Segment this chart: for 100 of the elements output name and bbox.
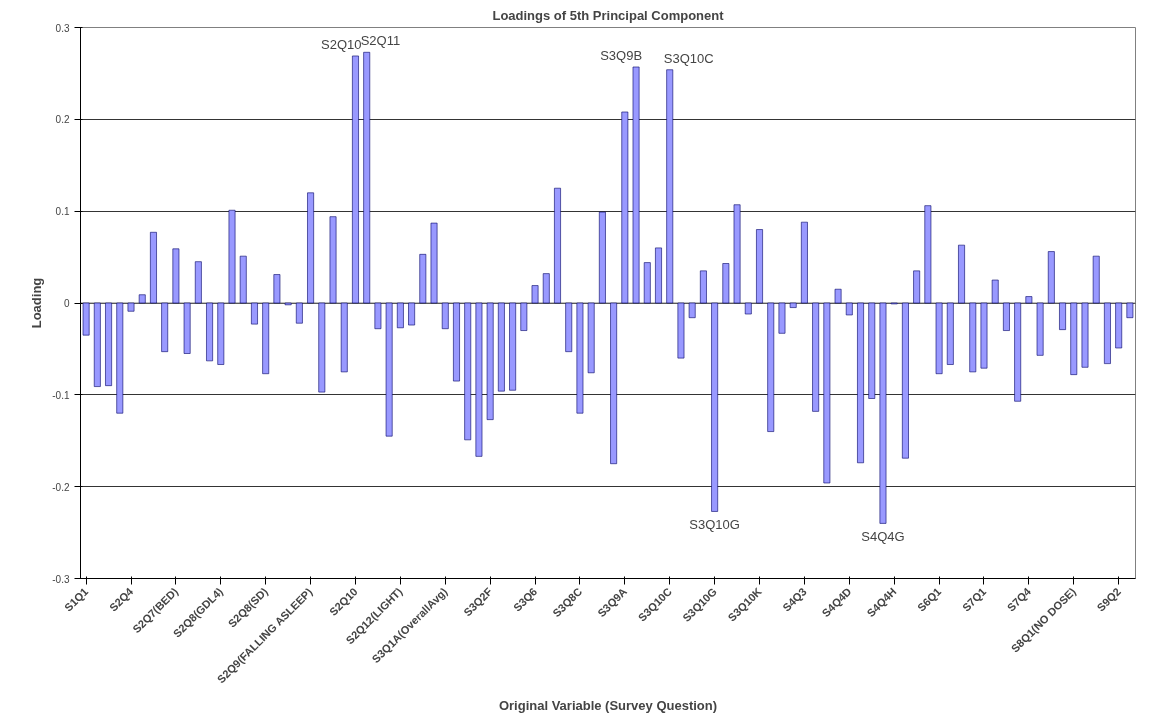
bar <box>441 302 449 330</box>
bar <box>183 302 191 354</box>
bar <box>969 302 977 373</box>
bar <box>1092 255 1100 304</box>
bar <box>655 247 662 304</box>
x-axis-title: Original Variable (Survey Question) <box>498 697 718 713</box>
y-tick-label: 0.3 <box>55 22 70 34</box>
y-tick-label: -0.1 <box>52 389 70 401</box>
bar <box>1047 251 1055 304</box>
bar <box>374 302 382 330</box>
bar <box>497 302 505 392</box>
bar <box>980 302 988 369</box>
bar <box>93 302 101 387</box>
bar <box>778 302 786 334</box>
bar <box>1036 302 1044 356</box>
y-tick-label: 0.1 <box>55 206 70 218</box>
bar <box>295 302 303 324</box>
bar <box>1126 302 1134 318</box>
bar <box>879 302 887 524</box>
bar <box>453 302 460 382</box>
bar <box>946 302 954 365</box>
bar <box>273 274 281 304</box>
bar <box>587 302 595 374</box>
bar <box>251 302 258 325</box>
bar <box>1025 296 1033 304</box>
bar <box>845 302 853 316</box>
bar <box>632 66 640 304</box>
bar <box>834 288 842 304</box>
bar <box>868 302 876 399</box>
bar <box>464 302 472 441</box>
bar <box>486 302 494 420</box>
bar <box>105 302 112 386</box>
bar <box>677 302 685 359</box>
bar <box>554 187 561 304</box>
bar <box>1070 302 1078 375</box>
bar <box>857 302 864 464</box>
bar <box>1081 302 1089 368</box>
bar <box>935 302 943 375</box>
bar <box>700 270 707 304</box>
bar <box>621 111 629 304</box>
annotation: S2Q10 <box>321 36 362 52</box>
annotation: S3Q10G <box>689 517 740 533</box>
bar <box>329 216 337 304</box>
bar <box>643 262 651 304</box>
bar <box>958 244 965 304</box>
y-tick-label: 0 <box>63 298 70 309</box>
bar <box>902 302 909 459</box>
annotation: S4Q4G <box>861 529 905 545</box>
bar <box>228 209 236 304</box>
bar <box>767 302 775 432</box>
bar <box>565 302 573 352</box>
bar <box>991 279 999 304</box>
bar <box>666 69 674 304</box>
bar <box>430 222 438 304</box>
bar <box>396 302 404 329</box>
bar <box>924 205 932 304</box>
bar <box>1104 302 1111 364</box>
bar <box>206 302 213 362</box>
bar <box>116 302 124 414</box>
bar <box>812 302 820 412</box>
bar <box>138 294 146 304</box>
bar <box>801 221 808 304</box>
bar <box>520 302 528 331</box>
y-tick-label: -0.3 <box>52 573 70 585</box>
bar <box>542 273 550 304</box>
bar <box>688 302 696 318</box>
bar <box>789 302 797 308</box>
bar <box>576 302 584 414</box>
bar <box>127 302 135 312</box>
y-tick-label: 0.2 <box>55 114 70 126</box>
bar <box>722 263 730 304</box>
bar <box>1115 302 1123 349</box>
y-tick-label: -0.2 <box>52 481 70 493</box>
bar <box>744 302 752 315</box>
bar <box>408 302 415 326</box>
bar <box>318 302 326 393</box>
bar <box>1003 302 1010 331</box>
bar <box>352 55 359 304</box>
bar <box>733 204 741 304</box>
bar <box>823 302 831 484</box>
annotation: S3Q9B <box>600 47 643 63</box>
bar <box>419 254 427 304</box>
bar <box>1059 302 1066 330</box>
bar <box>194 261 202 304</box>
bar <box>610 302 617 465</box>
bar <box>363 51 371 304</box>
bar <box>756 229 763 304</box>
bar <box>161 302 169 352</box>
bar <box>150 231 157 304</box>
y-axis-title: Loading <box>29 277 45 329</box>
bar <box>340 302 348 373</box>
bar <box>1014 302 1022 402</box>
bar <box>239 255 247 304</box>
annotation: S3Q10C <box>663 50 714 66</box>
bar <box>475 302 483 457</box>
bar <box>531 285 539 304</box>
bar <box>913 270 921 304</box>
bar <box>509 302 516 391</box>
bar <box>711 302 719 512</box>
bar <box>217 302 225 365</box>
